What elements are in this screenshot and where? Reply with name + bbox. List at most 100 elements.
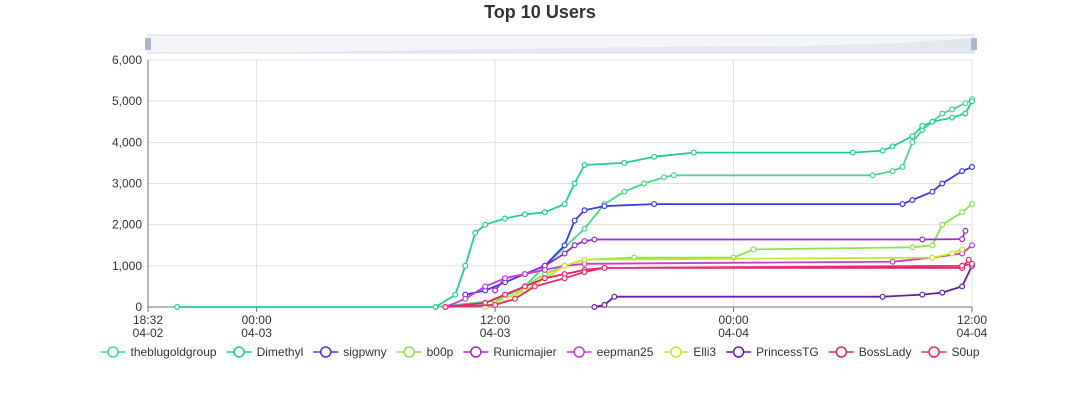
data-point[interactable]	[939, 221, 946, 228]
data-point[interactable]	[482, 283, 489, 290]
data-point[interactable]	[869, 172, 876, 179]
data-point[interactable]	[968, 201, 975, 208]
data-point[interactable]	[968, 164, 975, 171]
data-point[interactable]	[601, 264, 608, 271]
data-point[interactable]	[965, 256, 972, 263]
data-point[interactable]	[521, 271, 528, 278]
data-point[interactable]	[492, 301, 499, 308]
legend[interactable]: theblugoldgroup Dimethyl sigpwny b00p Runicm…	[100, 345, 980, 359]
data-point[interactable]	[968, 98, 975, 105]
data-point[interactable]	[601, 301, 608, 308]
data-point[interactable]	[962, 110, 969, 117]
data-point[interactable]	[462, 295, 469, 302]
data-point[interactable]	[591, 304, 598, 311]
data-point[interactable]	[591, 236, 598, 243]
data-point[interactable]	[929, 118, 936, 125]
data-point[interactable]	[621, 188, 628, 195]
data-point[interactable]	[959, 236, 966, 243]
data-point[interactable]	[571, 180, 578, 187]
legend-item-eepman25[interactable]: eepman25	[566, 345, 654, 359]
data-point[interactable]	[959, 262, 966, 269]
data-point[interactable]	[919, 236, 926, 243]
data-point[interactable]	[889, 258, 896, 265]
data-point[interactable]	[909, 244, 916, 251]
data-zoom-handle-left[interactable]	[145, 38, 151, 50]
data-point[interactable]	[581, 256, 588, 263]
data-point[interactable]	[670, 172, 677, 179]
data-point[interactable]	[879, 293, 886, 300]
data-point[interactable]	[968, 242, 975, 249]
data-point[interactable]	[660, 174, 667, 181]
data-point[interactable]	[690, 149, 697, 156]
legend-item-elli3[interactable]: Elli3	[663, 345, 716, 359]
data-point[interactable]	[929, 254, 936, 261]
data-point[interactable]	[571, 217, 578, 224]
data-point[interactable]	[611, 293, 618, 300]
data-point[interactable]	[929, 188, 936, 195]
data-point[interactable]	[939, 289, 946, 296]
legend-item-princesstg[interactable]: PrincessTG	[726, 345, 819, 359]
data-point[interactable]	[561, 275, 568, 282]
data-point[interactable]	[452, 291, 459, 298]
data-point[interactable]	[502, 275, 509, 282]
data-point[interactable]	[889, 168, 896, 175]
data-point[interactable]	[581, 269, 588, 276]
data-point[interactable]	[561, 242, 568, 249]
data-point[interactable]	[949, 250, 956, 257]
data-point[interactable]	[482, 221, 489, 228]
data-point[interactable]	[521, 283, 528, 290]
data-point[interactable]	[879, 147, 886, 154]
data-point[interactable]	[502, 291, 509, 298]
legend-item-sigpwny[interactable]: sigpwny	[313, 345, 387, 359]
data-point[interactable]	[651, 201, 658, 208]
data-point[interactable]	[949, 114, 956, 121]
data-point[interactable]	[442, 304, 449, 311]
data-point[interactable]	[621, 159, 628, 166]
data-point[interactable]	[909, 139, 916, 146]
data-point[interactable]	[929, 242, 936, 249]
data-point[interactable]	[919, 291, 926, 298]
data-point[interactable]	[472, 229, 479, 236]
data-point[interactable]	[531, 283, 538, 290]
data-point[interactable]	[561, 250, 568, 257]
data-point[interactable]	[561, 262, 568, 269]
legend-item-s0up[interactable]: S0up	[921, 345, 980, 359]
data-point[interactable]	[462, 262, 469, 269]
legend-item-theblugoldgroup[interactable]: theblugoldgroup	[100, 345, 217, 359]
data-point[interactable]	[651, 153, 658, 160]
data-point[interactable]	[939, 180, 946, 187]
data-point[interactable]	[849, 149, 856, 156]
data-point[interactable]	[511, 295, 518, 302]
data-point[interactable]	[962, 100, 969, 107]
data-point[interactable]	[959, 168, 966, 175]
data-point[interactable]	[561, 201, 568, 208]
data-point[interactable]	[641, 180, 648, 187]
data-point[interactable]	[174, 304, 181, 311]
data-point[interactable]	[959, 246, 966, 253]
data-point[interactable]	[581, 225, 588, 232]
data-point[interactable]	[889, 143, 896, 150]
data-zoom-slider[interactable]	[145, 34, 977, 54]
data-point[interactable]	[581, 207, 588, 214]
data-point[interactable]	[949, 106, 956, 113]
data-point[interactable]	[939, 110, 946, 117]
data-point[interactable]	[432, 304, 439, 311]
data-point[interactable]	[571, 242, 578, 249]
data-zoom-handle-right[interactable]	[971, 38, 977, 50]
data-point[interactable]	[750, 246, 757, 253]
data-point[interactable]	[581, 238, 588, 245]
data-point[interactable]	[962, 227, 969, 234]
data-point[interactable]	[521, 211, 528, 218]
data-point[interactable]	[959, 209, 966, 216]
data-point[interactable]	[919, 122, 926, 129]
data-point[interactable]	[502, 215, 509, 222]
data-point[interactable]	[541, 209, 548, 216]
data-point[interactable]	[959, 283, 966, 290]
legend-item-b00p[interactable]: b00p	[396, 345, 454, 359]
data-point[interactable]	[541, 266, 548, 273]
legend-item-runicmajier[interactable]: Runicmajier	[463, 345, 557, 359]
legend-item-bosslady[interactable]: BossLady	[828, 345, 912, 359]
data-point[interactable]	[909, 197, 916, 204]
data-point[interactable]	[968, 260, 975, 267]
data-point[interactable]	[492, 287, 499, 294]
